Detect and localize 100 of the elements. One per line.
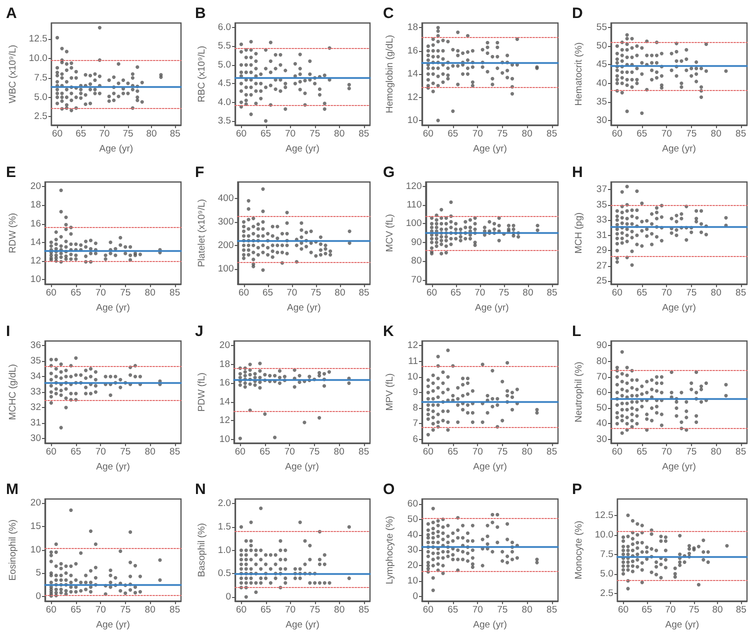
- x-tick-label: 75: [308, 446, 320, 458]
- x-tick-label: 85: [170, 128, 180, 140]
- y-tick-label: 12: [407, 340, 418, 351]
- x-tick-label: 65: [70, 287, 82, 298]
- x-tick-label: 70: [95, 287, 106, 298]
- chart-title: B: [194, 5, 206, 22]
- x-tick-label: 85: [358, 446, 369, 458]
- x-tick-label: 60: [46, 446, 56, 458]
- x-tick-label: 65: [260, 128, 271, 140]
- x-tick-label: 80: [334, 287, 345, 298]
- x-tick-label: 80: [333, 446, 344, 458]
- y-tick-label: 36: [30, 340, 41, 351]
- chart-title: M: [6, 481, 18, 498]
- x-tick-label: 75: [497, 604, 508, 616]
- y-tick-label: 7: [412, 418, 418, 429]
- x-tick-label: 65: [259, 446, 270, 458]
- x-tick-label: 75: [688, 604, 699, 616]
- y-tick-label: 31: [596, 230, 606, 241]
- y-tick-label: 35: [596, 96, 606, 108]
- x-tick-label: 85: [358, 604, 369, 616]
- x-axis-title: Age (yr): [474, 302, 509, 314]
- chart-title: G: [383, 164, 395, 181]
- y-tick-label: 29: [596, 244, 606, 256]
- y-tick-label: 31: [30, 416, 41, 428]
- chart-title: K: [383, 322, 394, 340]
- x-tick-label: 70: [95, 446, 106, 458]
- y-tick-label: 80: [596, 355, 606, 366]
- x-tick-label: 75: [120, 446, 131, 458]
- x-tick-label: 65: [641, 604, 652, 616]
- y-tick-label: 2.5: [34, 111, 48, 122]
- y-tick-label: 9: [412, 386, 418, 398]
- x-axis-title: Age (yr): [285, 144, 319, 154]
- x-tick-label: 70: [472, 604, 483, 616]
- y-tick-label: 120: [406, 180, 422, 192]
- y-tick-label: 0: [225, 592, 231, 603]
- chart-title: D: [572, 5, 582, 22]
- y-tick-label: 10: [218, 433, 230, 444]
- y-tick-label: 12.5: [28, 34, 48, 45]
- x-tick-label: 70: [472, 446, 483, 458]
- y-tick-label: 5.0: [217, 59, 231, 70]
- y-tick-label: 6.0: [217, 22, 231, 33]
- x-tick-label: 80: [334, 604, 344, 616]
- y-tick-label: 10.0: [594, 530, 613, 541]
- x-tick-label: 60: [422, 446, 434, 458]
- y-tick-label: 4.0: [217, 96, 231, 108]
- y-tick-label: 14: [407, 68, 418, 80]
- y-tick-label: 8: [412, 402, 418, 414]
- y-tick-label: 2.0: [217, 498, 231, 510]
- x-tick-label: 80: [522, 287, 534, 298]
- x-axis-title: Age (yr): [664, 620, 699, 631]
- y-tick-label: 60: [407, 498, 418, 510]
- y-axis-title: WBC (x10⁹/L): [8, 44, 18, 104]
- y-tick-label: 45: [596, 59, 606, 70]
- x-tick-label: 80: [144, 287, 156, 298]
- y-tick-label: 30: [30, 432, 41, 444]
- x-tick-label: 65: [448, 604, 458, 616]
- y-tick-label: 15: [30, 521, 41, 532]
- x-tick-label: 75: [120, 604, 131, 616]
- y-tick-label: 110: [406, 199, 422, 210]
- chart-title: F: [194, 164, 204, 181]
- y-tick-label: 27: [596, 260, 606, 272]
- y-tick-label: 10: [30, 274, 41, 285]
- y-tick-label: 0: [36, 591, 41, 602]
- x-tick-label: 70: [660, 446, 672, 458]
- x-tick-label: 65: [70, 604, 82, 616]
- x-tick-label: 80: [334, 128, 344, 140]
- x-tick-label: 85: [170, 446, 180, 458]
- y-tick-label: 12: [30, 255, 41, 266]
- y-tick-label: 55: [596, 22, 606, 33]
- chart-title: N: [194, 481, 206, 498]
- y-tick-label: 33: [596, 214, 606, 226]
- y-tick-label: 0: [412, 591, 418, 602]
- x-tick-label: 75: [686, 287, 696, 298]
- x-axis-title: Age (yr): [96, 461, 130, 472]
- chart-title: P: [572, 481, 582, 498]
- y-axis-title: MCV (fL): [384, 214, 396, 252]
- chart-title: O: [383, 481, 395, 498]
- y-axis-title: Neutrophil (%): [573, 361, 584, 422]
- x-axis-title: Age (yr): [473, 144, 507, 154]
- x-tick-label: 65: [262, 287, 273, 298]
- x-tick-label: 65: [70, 446, 82, 458]
- y-tick-label: 34: [30, 370, 41, 382]
- x-axis-title: Age (yr): [99, 144, 134, 154]
- x-axis-title: Age (yr): [286, 302, 320, 314]
- y-tick-label: 30: [407, 544, 418, 556]
- y-tick-label: 1.0: [217, 545, 231, 556]
- x-tick-label: 85: [546, 287, 558, 298]
- y-tick-label: 12: [407, 92, 418, 103]
- x-tick-label: 60: [238, 287, 249, 298]
- x-axis-title: Age (yr): [96, 302, 130, 314]
- y-tick-label: 100: [217, 263, 234, 274]
- x-tick-label: 85: [735, 287, 746, 298]
- x-tick-label: 85: [170, 287, 180, 298]
- y-axis-title: Lymphocyte (%): [384, 516, 396, 584]
- y-tick-label: 35: [30, 355, 41, 366]
- y-tick-label: 0.5: [217, 568, 231, 580]
- y-tick-label: 10.0: [28, 53, 48, 64]
- y-tick-label: 3.5: [217, 115, 231, 126]
- x-tick-label: 60: [422, 604, 434, 616]
- y-axis-title: Platelet (x10⁹/L): [196, 198, 207, 267]
